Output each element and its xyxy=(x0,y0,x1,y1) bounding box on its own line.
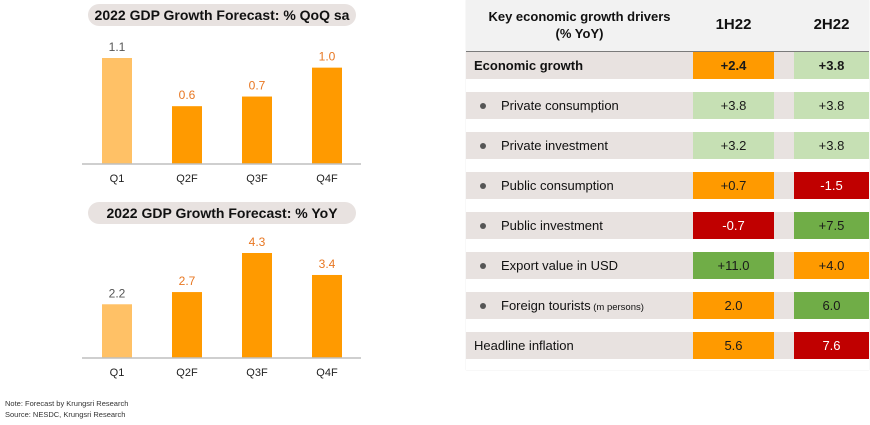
bar-q2f xyxy=(172,106,202,164)
cell-1h22: -0.7 xyxy=(693,212,774,239)
row-label: Private investment xyxy=(480,132,608,159)
data-label-q4f: 3.4 xyxy=(319,257,336,271)
cell-2h22: 6.0 xyxy=(794,292,869,319)
cell-1h22: 2.0 xyxy=(693,292,774,319)
bar-q3f xyxy=(242,96,272,164)
data-label-q1: 2.2 xyxy=(109,286,126,300)
data-label-q2f: 2.7 xyxy=(179,274,196,288)
x-tick-q3f: Q3F xyxy=(246,173,268,185)
cell-2h22: -1.5 xyxy=(794,172,869,199)
header-2h22: 2H22 xyxy=(813,16,850,33)
cell-1h22: +3.8 xyxy=(693,92,774,119)
cell-1h22: 5.6 xyxy=(693,332,774,359)
bar-q2f xyxy=(172,292,202,358)
cell-2h22: +3.8 xyxy=(794,92,869,119)
forecast-note: Note: Forecast by Krungsri Research xyxy=(5,399,129,408)
table-row: Economic growth +2.4 +3.8 xyxy=(466,52,869,79)
row-label: Economic growth xyxy=(474,52,583,79)
cell-2h22: +3.8 xyxy=(794,132,869,159)
bar-q3f xyxy=(242,253,272,358)
x-tick-q4f: Q4F xyxy=(316,173,338,185)
growth-drivers-table: Key economic growth drivers (% YoY) 1H22… xyxy=(466,0,869,370)
bullet-icon xyxy=(480,102,486,109)
cell-2h22: +7.5 xyxy=(794,212,869,239)
row-label-text: Economic growth xyxy=(474,58,584,73)
x-tick-q1: Q1 xyxy=(110,367,125,379)
cell-2h22: +4.0 xyxy=(794,252,869,279)
bar-q1 xyxy=(102,58,132,164)
header-1h22: 1H22 xyxy=(715,16,752,33)
table-row: Private investment +3.2 +3.8 xyxy=(466,132,869,159)
row-label-text: Foreign tourists xyxy=(501,298,591,313)
bullet-icon xyxy=(480,182,486,189)
data-label-q2f: 0.6 xyxy=(179,88,196,102)
row-label-text: Private investment xyxy=(501,138,608,153)
row-label: Public investment xyxy=(480,212,603,239)
cell-1h22: +0.7 xyxy=(693,172,774,199)
chart-title-qoq: 2022 GDP Growth Forecast: % QoQ sa xyxy=(88,4,356,26)
data-label-q3f: 0.7 xyxy=(249,79,266,93)
cell-1h22: +3.2 xyxy=(693,132,774,159)
bullet-icon xyxy=(480,302,486,309)
row-label-text: Headline inflation xyxy=(474,338,574,353)
row-label-text: Public consumption xyxy=(501,178,614,193)
data-label-q1: 1.1 xyxy=(109,40,126,54)
row-label-unit: (m persons) xyxy=(590,302,644,313)
bullet-icon xyxy=(480,142,486,149)
row-label: Headline inflation xyxy=(474,332,574,359)
chart-title-yoy: 2022 GDP Growth Forecast: % YoY xyxy=(88,202,356,224)
x-tick-q2f: Q2F xyxy=(176,367,198,379)
row-label: Export value in USD xyxy=(480,252,618,279)
bar-q4f xyxy=(312,274,342,358)
row-label-text: Private consumption xyxy=(501,98,619,113)
bullet-icon xyxy=(480,262,486,269)
header-label: Key economic growth drivers (% YoY) xyxy=(466,8,693,42)
table-row: Foreign tourists (m persons) 2.0 6.0 xyxy=(466,292,869,319)
bullet-icon xyxy=(480,222,486,229)
table-row: Headline inflation 5.6 7.6 xyxy=(466,332,869,359)
bar-q4f xyxy=(312,67,342,164)
table-row: Public investment -0.7 +7.5 xyxy=(466,212,869,239)
table-row: Private consumption +3.8 +3.8 xyxy=(466,92,869,119)
x-tick-q4f: Q4F xyxy=(316,367,338,379)
bar-q1 xyxy=(102,304,132,358)
row-label: Public consumption xyxy=(480,172,614,199)
data-label-q3f: 4.3 xyxy=(249,235,266,249)
qoq-bar-chart: 1.1 Q1 0.6 Q2F 0.7 Q3F 1.0 Q4F xyxy=(82,40,361,185)
table-row: Public consumption +0.7 -1.5 xyxy=(466,172,869,199)
table-row: Export value in USD +11.0 +4.0 xyxy=(466,252,869,279)
table-header: Key economic growth drivers (% YoY) 1H22… xyxy=(466,0,869,52)
x-tick-q3f: Q3F xyxy=(246,367,268,379)
row-label-text: Public investment xyxy=(501,218,603,233)
header-label-line1: Key economic growth drivers xyxy=(488,9,671,24)
cell-1h22: +2.4 xyxy=(693,52,774,79)
header-label-line2: (% YoY) xyxy=(555,26,604,41)
source-note: Source: NESDC, Krungsri Research xyxy=(5,410,126,419)
cell-1h22: +11.0 xyxy=(693,252,774,279)
row-label-text: Export value in USD xyxy=(501,258,619,273)
cell-2h22: +3.8 xyxy=(794,52,869,79)
x-tick-q1: Q1 xyxy=(110,173,125,185)
data-label-q4f: 1.0 xyxy=(319,50,336,64)
row-label: Foreign tourists (m persons) xyxy=(480,292,644,321)
cell-2h22: 7.6 xyxy=(794,332,869,359)
yoy-bar-chart: 2.2 Q1 2.7 Q2F 4.3 Q3F 3.4 Q4F xyxy=(82,235,361,379)
row-label: Private consumption xyxy=(480,92,619,119)
x-tick-q2f: Q2F xyxy=(176,173,198,185)
